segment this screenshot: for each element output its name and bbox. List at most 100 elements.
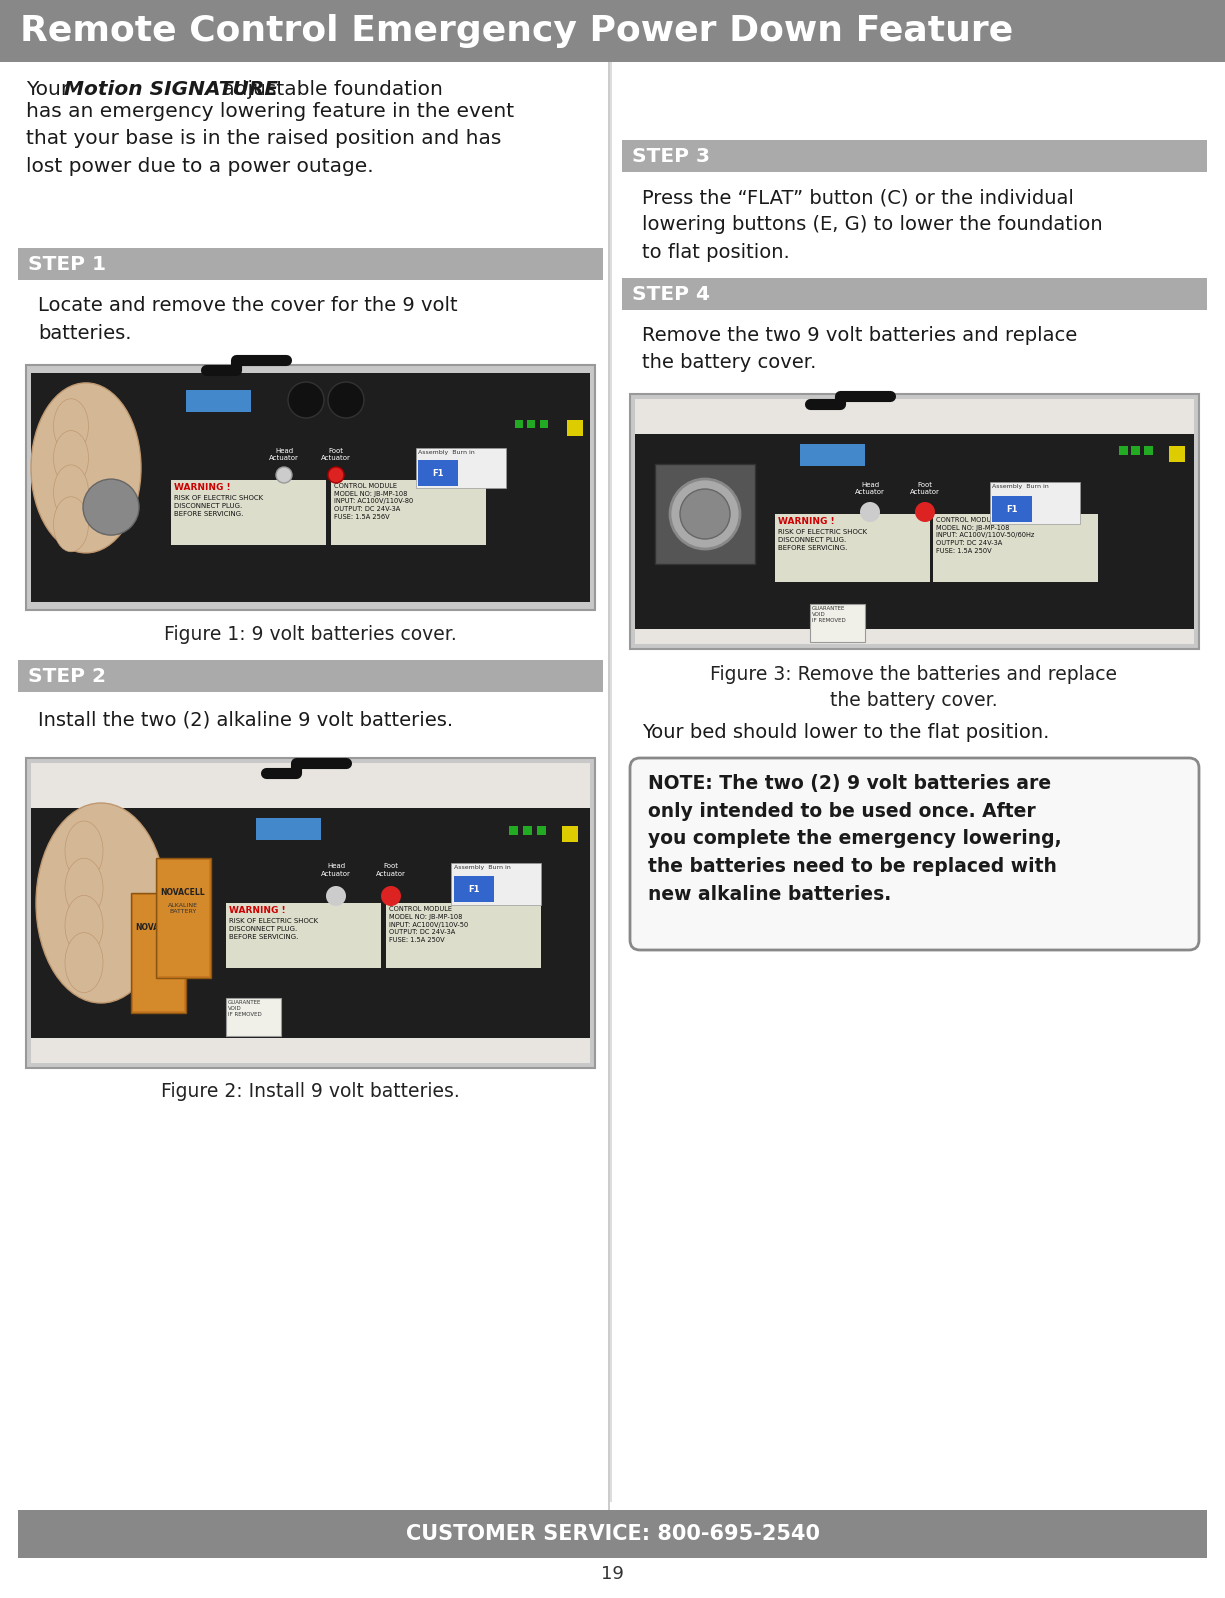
Bar [134, 895, 184, 1012]
Bar [418, 460, 458, 486]
Bar [172, 479, 326, 545]
Bar [18, 248, 603, 280]
Text: Figure 3: Remove the batteries and replace
the battery cover.: Figure 3: Remove the batteries and repla… [710, 665, 1117, 711]
Text: ALKALINE
BATTERY: ALKALINE BATTERY [168, 903, 198, 914]
Text: Figure 1: 9 volt batteries cover.: Figure 1: 9 volt batteries cover. [164, 625, 457, 644]
Text: Assembly  Burn in: Assembly Burn in [418, 451, 475, 455]
Bar [510, 826, 518, 836]
Text: Install the two (2) alkaline 9 volt batteries.: Install the two (2) alkaline 9 volt batt… [38, 710, 453, 729]
Ellipse shape [65, 821, 103, 880]
Text: WARNING !: WARNING ! [778, 518, 834, 526]
Bar [527, 420, 535, 428]
Text: Foot
Actuator: Foot Actuator [910, 483, 940, 495]
Bar [158, 860, 209, 976]
Text: RISK OF ELECTRIC SHOCK
DISCONNECT PLUG.
BEFORE SERVICING.: RISK OF ELECTRIC SHOCK DISCONNECT PLUG. … [174, 495, 263, 518]
Text: STEP 1: STEP 1 [28, 254, 107, 273]
Text: Assembly  Burn in: Assembly Burn in [454, 865, 511, 869]
Text: has an emergency lowering feature in the event
that your base is in the raised p: has an emergency lowering feature in the… [26, 102, 514, 176]
Text: F1: F1 [1006, 505, 1018, 513]
Bar [990, 483, 1080, 524]
Bar [31, 809, 590, 1039]
Text: Head
Actuator: Head Actuator [270, 447, 299, 462]
Text: F1: F1 [468, 885, 480, 893]
Bar [18, 1510, 1207, 1558]
Bar [225, 999, 281, 1036]
Bar [562, 826, 578, 842]
Bar [186, 390, 251, 412]
Text: WARNING !: WARNING ! [174, 483, 230, 492]
Text: NOVACELL: NOVACELL [136, 924, 180, 932]
Bar [622, 141, 1207, 173]
Circle shape [326, 885, 345, 906]
Text: STEP 2: STEP 2 [28, 666, 107, 686]
Text: Remove the two 9 volt batteries and replace
the battery cover.: Remove the two 9 volt batteries and repl… [642, 326, 1077, 372]
Ellipse shape [65, 933, 103, 992]
Bar [31, 372, 590, 602]
Text: Remote Control Emergency Power Down Feature: Remote Control Emergency Power Down Feat… [20, 14, 1013, 48]
Bar [537, 826, 546, 836]
Bar [225, 903, 381, 968]
Ellipse shape [54, 400, 88, 454]
Bar [386, 903, 541, 968]
Bar [540, 420, 548, 428]
Bar [31, 762, 590, 1063]
Text: CONTROL MODULE
MODEL NO: JB-MP-108
INPUT: AC100V/110V-80
OUTPUT: DC 24V-3A
FUSE:: CONTROL MODULE MODEL NO: JB-MP-108 INPUT… [334, 483, 413, 519]
Circle shape [381, 885, 401, 906]
Bar [451, 863, 541, 904]
Ellipse shape [36, 804, 167, 1004]
Bar [256, 818, 321, 841]
Bar [417, 447, 506, 487]
FancyBboxPatch shape [630, 757, 1199, 949]
Ellipse shape [31, 384, 141, 553]
Ellipse shape [65, 895, 103, 956]
Text: Your: Your [26, 80, 76, 99]
Bar [1144, 446, 1153, 455]
Bar [1169, 446, 1185, 462]
Circle shape [276, 467, 292, 483]
Text: Figure 2: Install 9 volt batteries.: Figure 2: Install 9 volt batteries. [160, 1082, 459, 1101]
Text: Foot
Actuator: Foot Actuator [321, 447, 350, 462]
Text: WARNING !: WARNING ! [229, 906, 285, 916]
Bar [156, 858, 211, 978]
Text: RISK OF ELECTRIC SHOCK
DISCONNECT PLUG.
BEFORE SERVICING.: RISK OF ELECTRIC SHOCK DISCONNECT PLUG. … [229, 917, 318, 940]
Bar [608, 62, 610, 1510]
Circle shape [328, 467, 344, 483]
Text: Locate and remove the cover for the 9 volt
batteries.: Locate and remove the cover for the 9 vo… [38, 296, 458, 344]
Bar [514, 420, 523, 428]
Text: Assembly  Burn in: Assembly Burn in [992, 484, 1049, 489]
Circle shape [680, 489, 730, 539]
Circle shape [670, 479, 740, 550]
Bar [933, 515, 1098, 582]
Text: CONTROL MODULE
MODEL NO: JB-MP-108
INPUT: AC100V/110V-50/60Hz
OUTPUT: DC 24V-3A
: CONTROL MODULE MODEL NO: JB-MP-108 INPUT… [936, 518, 1034, 555]
Text: NOTE: The two (2) 9 volt batteries are
only intended to be used once. After
you : NOTE: The two (2) 9 volt batteries are o… [648, 773, 1062, 904]
Bar [655, 463, 755, 564]
Text: Head
Actuator: Head Actuator [855, 483, 884, 495]
Text: Head
Actuator: Head Actuator [321, 863, 350, 876]
Text: NOVACELL: NOVACELL [160, 888, 206, 896]
Bar [131, 893, 186, 1013]
Bar [622, 278, 1207, 310]
Ellipse shape [54, 430, 88, 486]
Bar [1131, 446, 1140, 455]
Text: Motion SIGNATURE: Motion SIGNATURE [64, 80, 278, 99]
Bar [567, 420, 583, 436]
Text: Your bed should lower to the flat position.: Your bed should lower to the flat positi… [642, 722, 1050, 741]
Ellipse shape [54, 465, 88, 519]
Circle shape [288, 382, 323, 419]
Bar [775, 515, 930, 582]
Text: 19: 19 [601, 1564, 624, 1584]
Text: adjustable foundation: adjustable foundation [216, 80, 443, 99]
Bar [635, 400, 1194, 644]
Bar [26, 364, 595, 610]
Bar [635, 435, 1194, 630]
Text: STEP 3: STEP 3 [632, 147, 710, 166]
Text: RISK OF ELECTRIC SHOCK
DISCONNECT PLUG.
BEFORE SERVICING.: RISK OF ELECTRIC SHOCK DISCONNECT PLUG. … [778, 529, 867, 551]
Bar [523, 826, 532, 836]
Bar [810, 604, 865, 642]
Ellipse shape [65, 858, 103, 919]
Text: GUARANTEE
VOID
IF REMOVED: GUARANTEE VOID IF REMOVED [812, 606, 845, 623]
Text: F1: F1 [432, 468, 443, 478]
Circle shape [83, 479, 138, 535]
Text: Press the “FLAT” button (C) or the individual
lowering buttons (E, G) to lower t: Press the “FLAT” button (C) or the indiv… [642, 189, 1102, 262]
Bar [0, 0, 1225, 62]
